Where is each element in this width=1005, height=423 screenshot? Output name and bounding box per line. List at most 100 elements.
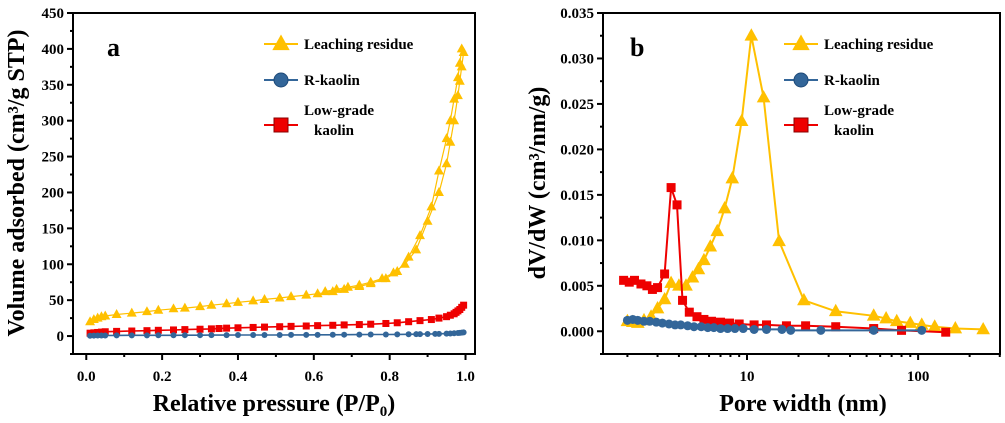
b-point-leaching (697, 252, 711, 266)
b-point-leaching (725, 170, 740, 184)
a-point-rkaolin (314, 331, 321, 338)
a-point-leaching (422, 215, 433, 225)
panel-b-label: b (630, 33, 644, 62)
a-point-rkaolin (341, 331, 348, 338)
a-point-leaching (388, 267, 399, 277)
a-point-leaching (449, 115, 460, 125)
a-legend-marker-square-icon (273, 117, 289, 133)
a-point-rkaolin (367, 331, 374, 338)
b-point-lowgrade (642, 281, 652, 291)
a-point-rkaolin (250, 332, 257, 339)
b-point-leaching (710, 223, 725, 237)
b-x-tick-label: 10 (740, 369, 755, 385)
b-legend-item-leaching: Leaching residue (784, 34, 934, 53)
a-point-lowgrade (223, 324, 231, 332)
a-point-lowgrade (261, 323, 269, 331)
a-y-tick-label: 50 (49, 293, 64, 309)
panel-b-x-axis-title: Pore width (nm) (719, 391, 887, 417)
b-point-rkaolin (696, 322, 706, 332)
b-point-leaching (734, 113, 749, 127)
b-series-rkaolin (622, 314, 927, 335)
a-point-rkaolin (223, 332, 230, 339)
a-point-lowgrade (405, 318, 413, 326)
b-point-leaching (797, 292, 811, 306)
b-point-lowgrade (619, 275, 629, 285)
a-point-leaching (168, 303, 179, 313)
b-point-lowgrade (762, 320, 772, 330)
a-point-leaching (456, 61, 467, 71)
b-point-rkaolin (709, 323, 719, 333)
a-point-lowgrade (416, 317, 424, 325)
b-point-lowgrade (706, 316, 716, 326)
a-series-lowgrade (86, 301, 468, 337)
b-point-rkaolin (657, 318, 667, 328)
a-point-leaching (434, 165, 444, 175)
panel-a-label: a (107, 33, 120, 62)
a-point-lowgrade (435, 314, 443, 322)
a-point-leaching (415, 230, 425, 240)
a-point-leaching (179, 302, 190, 312)
a-point-rkaolin (329, 331, 336, 338)
a-point-rkaolin (234, 332, 241, 339)
a-point-leaching (445, 136, 456, 146)
b-point-rkaolin (816, 325, 826, 335)
a-point-leaching (441, 158, 452, 168)
b-point-leaching (691, 261, 706, 275)
a-point-lowgrade (113, 327, 121, 335)
b-point-lowgrade (660, 269, 670, 279)
a-point-rkaolin (382, 331, 389, 338)
b-point-rkaolin (749, 324, 759, 334)
b-point-lowgrade (724, 318, 734, 328)
b-point-leaching (927, 319, 942, 332)
b-y-tick-label: 0.030 (560, 51, 594, 67)
b-legend-item-lowgrade: Low-grade kaolin (784, 103, 894, 139)
b-point-lowgrade (624, 277, 634, 287)
b-point-rkaolin (676, 320, 686, 330)
a-point-rkaolin (155, 332, 162, 339)
b-point-rkaolin (777, 324, 787, 334)
a-x-tick-label: 0.2 (153, 369, 172, 385)
a-point-rkaolin (303, 331, 310, 338)
a-point-rkaolin (417, 331, 424, 338)
a-point-rkaolin (261, 331, 268, 338)
a-point-leaching (274, 292, 285, 302)
a-point-lowgrade (128, 327, 136, 335)
a-point-lowgrade (460, 301, 468, 309)
a-point-lowgrade (234, 324, 242, 332)
a-point-leaching (233, 296, 243, 306)
a-legend-label: R-kaolin (304, 73, 361, 89)
b-point-leaching (650, 301, 665, 314)
a-y-tick-label: 150 (42, 221, 65, 237)
b-point-leaching (879, 311, 893, 324)
a-series-rkaolin (87, 329, 467, 339)
a-line-rkaolin (90, 331, 464, 337)
a-point-leaching (354, 279, 365, 289)
panel-a-axes: 0 50 100 150 200 250 300 350 400 450 0.0 0.2 0.4 0.6 0… (42, 6, 475, 385)
b-y-tick-label: 0.035 (560, 6, 594, 22)
a-y-tick-label: 300 (42, 114, 65, 130)
a-point-leaching (126, 307, 137, 317)
panel-a-x-axis-title: Relative pressure (P/P0) (153, 391, 396, 420)
a-point-lowgrade (446, 311, 454, 319)
a-point-leaching (221, 298, 232, 308)
a-point-lowgrade (207, 325, 215, 333)
panel-a-series-layer (85, 43, 469, 339)
a-point-leaching (399, 258, 410, 268)
b-point-lowgrade (678, 295, 688, 305)
b-point-lowgrade (647, 284, 657, 294)
a-point-lowgrade (287, 322, 295, 330)
a-legend-marker-circle-icon (273, 72, 289, 88)
b-point-rkaolin (917, 325, 927, 335)
a-line-leaching (89, 46, 465, 323)
a-point-leaching (100, 310, 111, 320)
a-point-rkaolin (435, 330, 442, 337)
b-point-lowgrade (781, 321, 791, 331)
a-point-leaching (153, 304, 164, 314)
panel-b-y-axis-title: dV/dW (cm³/nm/g) (525, 87, 551, 280)
b-point-lowgrade (629, 275, 639, 285)
panel-b-plot-frame (602, 12, 1001, 355)
b-point-lowgrade (684, 307, 694, 317)
a-point-rkaolin (288, 331, 295, 338)
b-point-leaching (889, 313, 904, 327)
